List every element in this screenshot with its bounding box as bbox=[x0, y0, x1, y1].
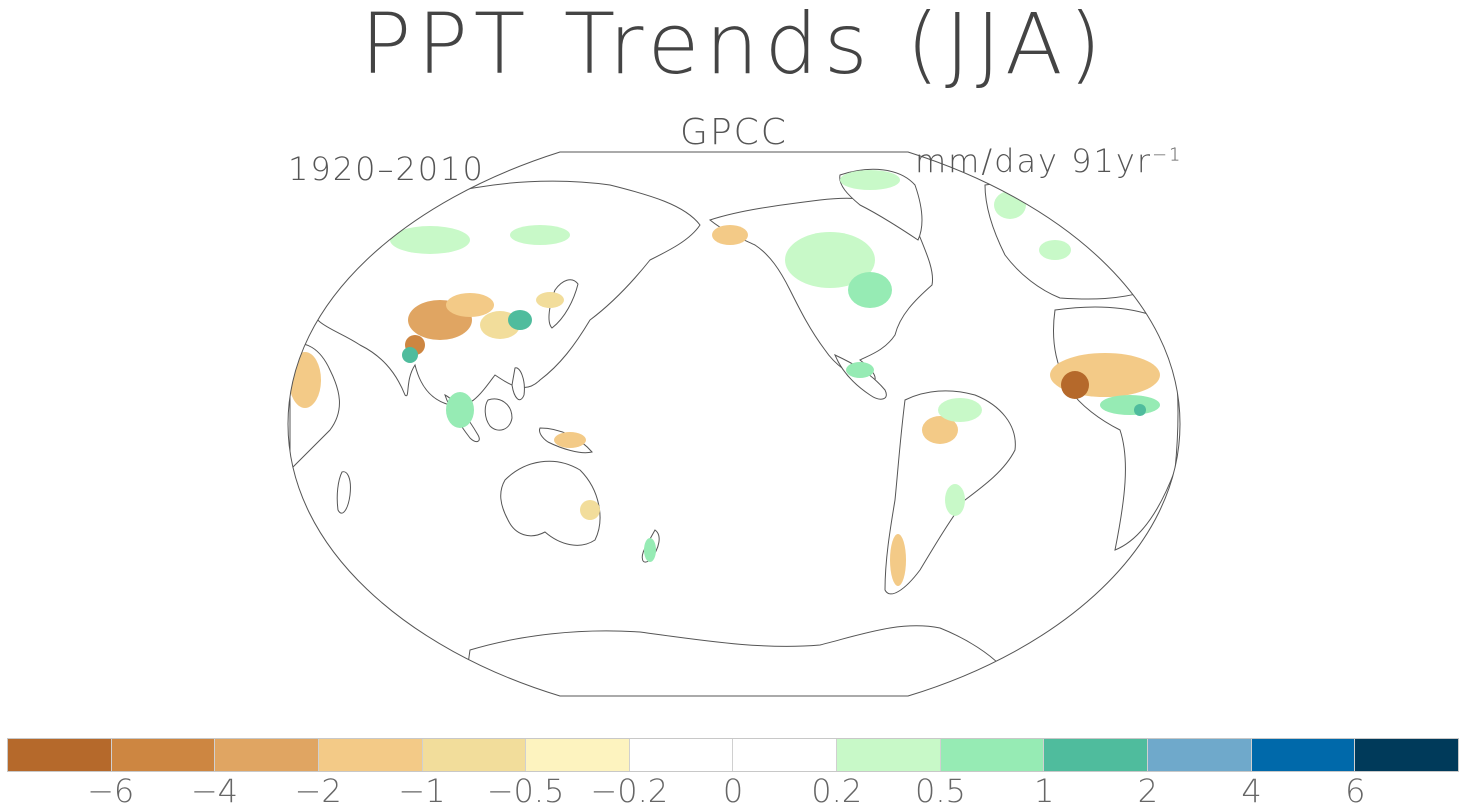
dry-patch bbox=[289, 352, 321, 408]
colorbar-tick-label: −6 bbox=[87, 772, 135, 810]
dry-patch bbox=[446, 293, 494, 317]
colorbar-tick-label: −2 bbox=[294, 772, 342, 810]
colorbar bbox=[7, 738, 1459, 772]
colorbar-swatch bbox=[1251, 739, 1356, 771]
wet-patch bbox=[402, 347, 418, 363]
landmass-antarctica bbox=[459, 625, 1001, 696]
map-title: PPT Trends (JJA) bbox=[360, 0, 1108, 93]
period-label: 1920–2010 bbox=[288, 150, 485, 188]
wet-patch bbox=[846, 362, 874, 378]
wet-patch bbox=[938, 398, 982, 422]
wet-patch bbox=[1100, 395, 1160, 415]
dry-patch bbox=[580, 500, 600, 520]
colorbar-swatch bbox=[8, 739, 112, 771]
dry-patch bbox=[890, 534, 906, 586]
colorbar-swatch bbox=[1355, 739, 1458, 771]
colorbar-tick-label: 0 bbox=[722, 772, 744, 810]
dry-patch bbox=[536, 292, 564, 308]
colorbar-tick-label: 0.5 bbox=[914, 772, 966, 810]
wet-patch bbox=[390, 226, 470, 254]
colorbar-tick-label: −0.2 bbox=[590, 772, 669, 810]
dry-patch bbox=[922, 416, 958, 444]
colorbar-tick-label: 1 bbox=[1033, 772, 1055, 810]
dry-patch bbox=[712, 225, 748, 245]
colorbar-tick-label: 2 bbox=[1137, 772, 1159, 810]
colorbar-tick-label: −4 bbox=[190, 772, 239, 810]
colorbar-tick-label: 4 bbox=[1241, 772, 1262, 810]
wet-patch bbox=[785, 232, 875, 288]
dry-patch bbox=[554, 432, 586, 448]
dry-trend-patches bbox=[289, 225, 1160, 586]
colorbar-swatch bbox=[318, 739, 423, 771]
wet-patch bbox=[644, 538, 656, 562]
colorbar-swatch bbox=[940, 739, 1045, 771]
colorbar-tick-label: 6 bbox=[1345, 772, 1366, 810]
map-content bbox=[289, 168, 1179, 696]
colorbar-swatch bbox=[111, 739, 216, 771]
globe-outline bbox=[287, 151, 1181, 697]
landmass-australia bbox=[500, 460, 601, 546]
colorbar-tick-label: −0.5 bbox=[486, 772, 565, 810]
wet-patch bbox=[848, 272, 892, 308]
colorbar-tick-label: −1 bbox=[398, 772, 446, 810]
colorbar-swatch bbox=[1044, 739, 1149, 771]
wet-patch bbox=[510, 225, 570, 245]
colorbar-swatch bbox=[215, 739, 319, 771]
dataset-label: GPCC bbox=[680, 112, 788, 153]
colorbar-swatch bbox=[526, 739, 630, 771]
wet-patch bbox=[945, 484, 965, 516]
colorbar-swatch bbox=[837, 739, 941, 771]
landmass-madagascar bbox=[336, 471, 351, 514]
wet-patch bbox=[508, 310, 532, 330]
units-label: mm/day 91yr−1 bbox=[915, 142, 1183, 180]
wet-patch bbox=[840, 170, 900, 190]
wet-patch bbox=[446, 392, 474, 428]
colorbar-tick-label: 0.2 bbox=[811, 772, 863, 810]
colorbar-swatch bbox=[1148, 739, 1252, 771]
landmass-philippines bbox=[511, 367, 525, 401]
wet-patch bbox=[1134, 404, 1146, 416]
landmass-eurasia bbox=[299, 180, 701, 407]
landmass-borneo bbox=[484, 398, 513, 431]
dry-patch bbox=[1061, 371, 1089, 399]
landmass-west-africa bbox=[1052, 306, 1179, 551]
wet-patch bbox=[1039, 240, 1071, 260]
landmass-japan bbox=[548, 279, 579, 329]
colorbar-swatch bbox=[422, 739, 527, 771]
colorbar-swatch bbox=[629, 739, 734, 771]
colorbar-swatch bbox=[733, 739, 838, 771]
